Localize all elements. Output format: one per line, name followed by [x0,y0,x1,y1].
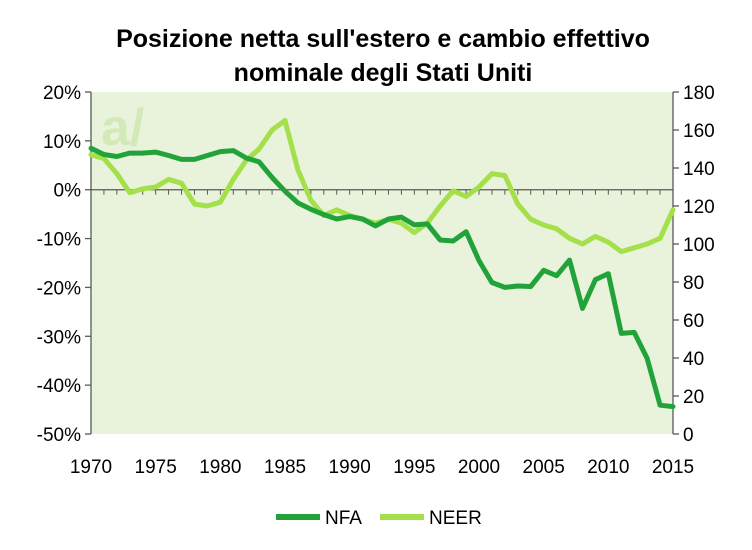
y-right-tick-label: 0 [683,425,694,446]
y-left-tick-label: 0% [54,181,82,202]
y-right-tick-label: 120 [683,197,715,218]
y-left-tick-label: -50% [37,425,81,446]
x-axis-ticks: 1970 1975 1980 1985 1990 1995 2000 2005 2010 2015 [70,189,694,478]
y-left-tick-label: 20% [43,83,81,104]
y-axis-right-ticks: 180 160 140 120 100 80 60 40 20 0 [673,83,715,446]
legend-label-nfa: NFA [325,508,362,529]
y-axis-left-ticks: 20% 10% 0% -10% -20% -30% -40% -50% [37,83,91,446]
x-tick-label: 1975 [135,457,177,478]
y-left-tick-label: -30% [37,327,81,348]
series-line-nfa [88,145,676,410]
legend: NFA NEER [276,508,482,529]
x-tick-label: 2005 [523,457,565,478]
y-left-tick-label: -10% [37,230,81,251]
y-right-tick-label: 140 [683,159,715,180]
x-tick-label: 2000 [458,457,500,478]
plot-area [91,92,673,434]
y-left-tick-label: -40% [37,376,81,397]
y-right-tick-label: 60 [683,311,704,332]
y-left-tick-label: 10% [43,132,81,153]
y-right-tick-label: 20 [683,387,704,408]
chart-title-line-1: Posizione netta sull'estero e cambio eff… [116,25,650,53]
watermark-logo: a/ [101,99,144,157]
x-tick-label: 2015 [652,457,694,478]
x-tick-label: 1990 [329,457,371,478]
x-tick-label: 2010 [587,457,629,478]
x-tick-label: 1995 [393,457,435,478]
y-right-tick-label: 40 [683,349,704,370]
x-tick-label: 1970 [70,457,112,478]
y-right-tick-label: 160 [683,121,715,142]
chart-title-line-2: nominale degli Stati Uniti [234,59,533,87]
y-left-tick-label: -20% [37,278,81,299]
y-right-tick-label: 180 [683,83,715,104]
series-layer [88,118,676,410]
x-tick-label: 1985 [264,457,306,478]
x-tick-label: 1980 [199,457,241,478]
y-right-tick-label: 100 [683,235,715,256]
y-right-tick-label: 80 [683,273,704,294]
legend-label-neer: NEER [429,508,482,529]
